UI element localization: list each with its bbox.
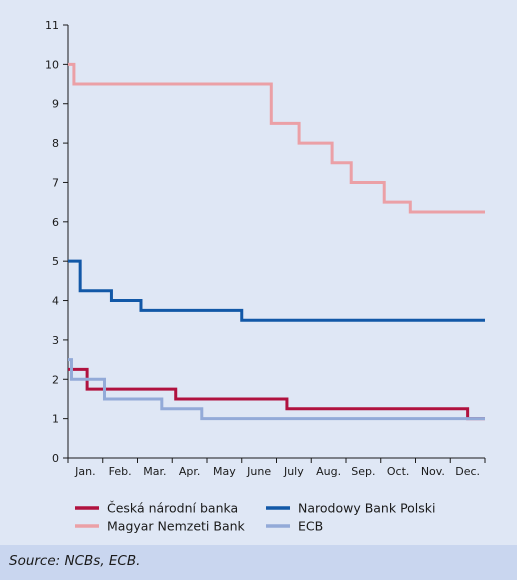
y-tick-label: 4 xyxy=(52,295,59,308)
x-tick-label: July xyxy=(283,465,304,478)
legend-label: Magyar Nemzeti Bank xyxy=(107,519,246,534)
x-tick-label: Aug. xyxy=(316,465,341,478)
series-line xyxy=(68,358,485,421)
legend-label: ECB xyxy=(298,519,323,534)
y-tick-label: 6 xyxy=(52,216,59,229)
chart-panel: 0 1 2 3 4 5 6 7 8 9 10 11 Jan. Feb. Mar. Apr. May June Jul… xyxy=(45,19,486,534)
source-bar xyxy=(0,545,517,580)
y-tick-label: 8 xyxy=(52,137,59,150)
y-tick-label: 5 xyxy=(52,255,59,268)
x-tick-label: Jan. xyxy=(74,465,95,478)
y-tick-label: 9 xyxy=(52,98,59,111)
legend-label: Česká národní banka xyxy=(107,501,238,516)
y-tick-label: 10 xyxy=(45,58,59,71)
y-tick-label: 11 xyxy=(45,19,59,32)
series-lines xyxy=(68,62,485,421)
x-tick-label: Dec. xyxy=(455,465,480,478)
axes: 0 1 2 3 4 5 6 7 8 9 10 11 Jan. Feb. Mar. Apr. May June Jul… xyxy=(45,19,486,478)
x-tick-label: Oct. xyxy=(387,465,410,478)
x-tick-label: Sep. xyxy=(351,465,375,478)
x-tick-label: Nov. xyxy=(421,465,445,478)
x-tick-label: Feb. xyxy=(109,465,132,478)
series-line xyxy=(68,367,485,421)
y-tick-label: 0 xyxy=(52,452,59,465)
source-note: Source: NCBs, ECB. xyxy=(9,553,141,569)
y-tick-label: 3 xyxy=(52,334,59,347)
x-tick-label: Apr. xyxy=(179,465,201,478)
series-line xyxy=(68,259,485,322)
y-tick-label: 1 xyxy=(52,413,59,426)
chart-canvas: 0 1 2 3 4 5 6 7 8 9 10 11 Jan. Feb. Mar. Apr. May June Jul… xyxy=(45,19,486,534)
y-tick-label: 7 xyxy=(52,176,59,189)
series-line xyxy=(68,62,485,214)
legend: Česká národní banka Narodowy Bank Polski M… xyxy=(75,501,436,534)
legend-label: Narodowy Bank Polski xyxy=(298,501,436,516)
x-tick-label: May xyxy=(213,465,236,478)
y-tick-label: 2 xyxy=(52,373,59,386)
x-tick-label: Mar. xyxy=(143,465,166,478)
x-tick-label: June xyxy=(246,465,271,478)
